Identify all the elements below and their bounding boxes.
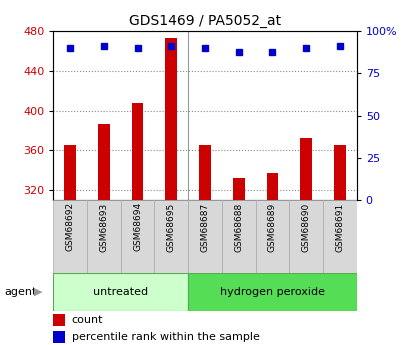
Bar xyxy=(199,145,210,200)
Text: GSM68692: GSM68692 xyxy=(65,202,74,252)
Text: GSM68694: GSM68694 xyxy=(133,202,142,252)
Bar xyxy=(53,200,87,273)
Bar xyxy=(289,200,322,273)
Bar xyxy=(98,124,110,200)
Bar xyxy=(131,103,143,200)
Bar xyxy=(221,200,255,273)
Text: GSM68690: GSM68690 xyxy=(301,202,310,252)
Bar xyxy=(322,200,356,273)
Bar xyxy=(64,145,76,200)
Text: untreated: untreated xyxy=(93,287,148,296)
Text: GSM68691: GSM68691 xyxy=(335,202,344,252)
Bar xyxy=(87,200,120,273)
Bar xyxy=(154,200,188,273)
Bar xyxy=(120,200,154,273)
Bar xyxy=(266,173,278,200)
Bar xyxy=(255,200,289,273)
Text: GDS1469 / PA5052_at: GDS1469 / PA5052_at xyxy=(128,14,281,28)
Text: GSM68689: GSM68689 xyxy=(267,202,276,252)
Text: percentile rank within the sample: percentile rank within the sample xyxy=(71,333,259,342)
Text: agent: agent xyxy=(4,287,36,296)
Bar xyxy=(333,145,345,200)
Bar xyxy=(232,178,244,200)
Text: GSM68688: GSM68688 xyxy=(234,202,243,252)
Bar xyxy=(188,273,356,310)
Bar xyxy=(53,314,65,326)
Text: GSM68693: GSM68693 xyxy=(99,202,108,252)
Bar xyxy=(188,200,221,273)
Bar xyxy=(53,273,188,310)
Bar xyxy=(299,138,311,200)
Text: ▶: ▶ xyxy=(34,287,43,296)
Text: GSM68687: GSM68687 xyxy=(200,202,209,252)
Bar xyxy=(165,38,177,200)
Text: hydrogen peroxide: hydrogen peroxide xyxy=(219,287,324,296)
Text: GSM68695: GSM68695 xyxy=(166,202,175,252)
Text: count: count xyxy=(71,315,103,325)
Bar xyxy=(53,331,65,343)
